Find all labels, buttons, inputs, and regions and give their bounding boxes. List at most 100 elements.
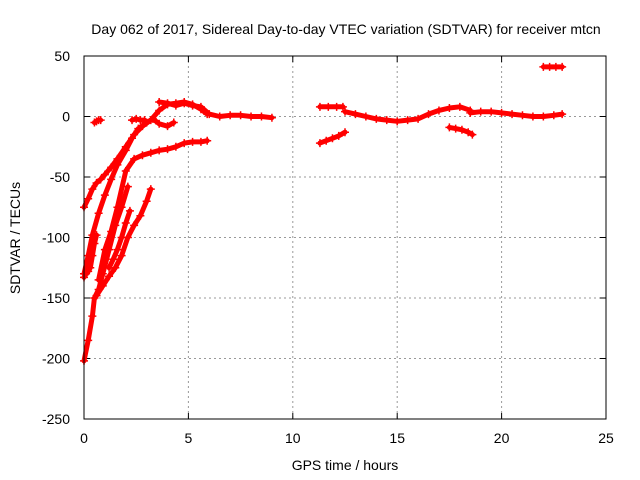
data-point (92, 179, 101, 188)
data-point (322, 136, 331, 145)
data-point (155, 97, 164, 106)
x-tick-label: 0 (80, 430, 88, 446)
y-tick-label: -200 (42, 351, 70, 367)
data-point (171, 101, 180, 110)
data-point (148, 114, 157, 123)
series-s3 (80, 114, 178, 278)
data-point (236, 111, 245, 120)
data-point (315, 139, 324, 148)
data-point (105, 272, 114, 281)
data-point (226, 111, 235, 120)
data-point (130, 154, 139, 163)
series-trace (81, 184, 131, 364)
x-tick-label: 5 (185, 430, 193, 446)
data-point (117, 233, 126, 242)
x-tick-label: 15 (389, 430, 405, 446)
data-point (155, 146, 164, 155)
data-point (215, 112, 224, 121)
data-point (476, 107, 485, 116)
series-s13 (341, 102, 475, 126)
data-point (136, 211, 145, 220)
data-point (468, 130, 477, 139)
data-point (558, 110, 567, 119)
data-point (128, 134, 137, 143)
data-point (121, 218, 130, 227)
data-point (372, 114, 381, 123)
data-point (466, 108, 475, 117)
x-tick-label: 10 (285, 430, 301, 446)
data-point (117, 203, 126, 212)
data-point (86, 263, 95, 272)
tick-labels: 0 5 10 15 20 25 -250 -200 -150 -100 -50 0 50 (42, 48, 614, 446)
data-point (539, 112, 548, 121)
data-point (315, 102, 324, 111)
data-point (188, 101, 197, 110)
series-trace (94, 186, 154, 299)
data-point (90, 239, 99, 248)
data-point (205, 110, 214, 119)
data-point (361, 112, 370, 121)
y-tick-label: -100 (42, 230, 70, 246)
chart-title: Day 062 of 2017, Sidereal Day-to-day VTE… (91, 21, 600, 37)
data-point (117, 251, 126, 260)
x-axis-label: GPS time / hours (292, 457, 399, 473)
data-point (121, 146, 130, 155)
data-point (113, 245, 122, 254)
plot-frame (83, 55, 607, 420)
data-point (403, 116, 412, 125)
data-point (338, 102, 347, 111)
data-point (414, 114, 423, 123)
data-point (105, 263, 114, 272)
data-point (128, 116, 137, 125)
data-point (382, 116, 391, 125)
data-point (130, 221, 139, 230)
data-point (434, 106, 443, 115)
data-point (424, 110, 433, 119)
data-point (134, 124, 143, 133)
data-point (445, 123, 454, 132)
data-point (508, 110, 517, 119)
data-point (163, 122, 172, 131)
series-s8 (105, 206, 134, 272)
data-point (140, 116, 149, 125)
data-point (88, 185, 97, 194)
series-s10 (128, 114, 149, 125)
series-s9 (90, 116, 105, 127)
data-point (257, 112, 266, 121)
data-point (123, 182, 132, 191)
axis-ticks (83, 55, 607, 420)
data-point (92, 231, 101, 240)
data-point (125, 206, 134, 215)
series-s11 (315, 128, 349, 148)
data-point (455, 102, 464, 111)
data-point (451, 124, 460, 133)
data-point (341, 107, 349, 116)
x-tick-label: 25 (598, 430, 614, 446)
data-point (267, 113, 276, 122)
data-point (341, 128, 349, 137)
y-axis-label: SDTVAR / TECUs (7, 182, 23, 294)
data-point (132, 114, 141, 123)
data-point (188, 137, 197, 146)
data-point (247, 112, 256, 121)
data-point (113, 160, 122, 169)
data-points (80, 62, 567, 365)
series-trace (467, 109, 565, 119)
series-s14 (445, 123, 477, 139)
data-point (518, 111, 527, 120)
data-point (146, 185, 155, 194)
data-point (121, 166, 130, 175)
data-point (146, 148, 155, 157)
data-point (96, 175, 105, 184)
data-point (549, 111, 558, 120)
data-point (105, 245, 114, 254)
series-s2 (155, 97, 276, 122)
data-point (558, 62, 567, 71)
data-point (96, 116, 105, 125)
data-point (98, 269, 107, 278)
data-point (100, 191, 109, 200)
data-point (324, 102, 333, 111)
data-point (196, 137, 205, 146)
data-point (464, 128, 473, 137)
data-point (98, 281, 107, 290)
